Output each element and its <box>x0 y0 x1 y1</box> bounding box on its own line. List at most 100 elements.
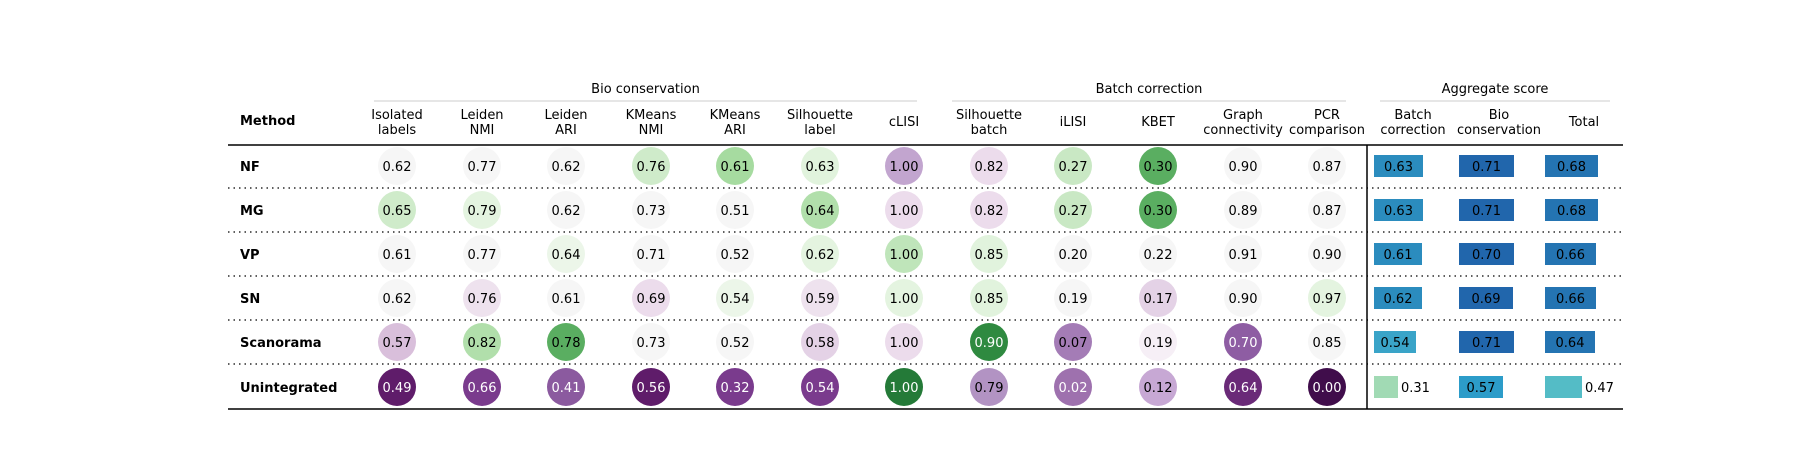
score-circle <box>1139 368 1177 406</box>
score-bar <box>1374 376 1398 398</box>
score-value: 0.76 <box>468 292 497 307</box>
score-circle <box>1224 191 1262 229</box>
score-value: 1.00 <box>890 336 919 351</box>
score-circle <box>378 235 416 273</box>
score-value: 1.00 <box>890 160 919 175</box>
score-circle <box>378 323 416 361</box>
bar-value: 0.71 <box>1472 204 1501 219</box>
score-circle <box>547 235 585 273</box>
score-circle <box>970 323 1008 361</box>
score-value: 0.73 <box>637 204 666 219</box>
score-value: 0.63 <box>806 160 835 175</box>
column-header: Leiden <box>460 108 503 123</box>
score-value: 0.41 <box>552 381 581 396</box>
score-circle <box>378 368 416 406</box>
score-circle <box>632 368 670 406</box>
score-value: 0.27 <box>1059 160 1088 175</box>
score-circle <box>1224 235 1262 273</box>
score-value: 0.58 <box>806 336 835 351</box>
score-bar <box>1545 287 1596 309</box>
score-value: 0.85 <box>975 292 1004 307</box>
score-bar <box>1374 243 1422 265</box>
score-value: 0.87 <box>1313 160 1342 175</box>
method-label: MG <box>240 204 264 219</box>
score-value: 0.97 <box>1313 292 1342 307</box>
score-value: 0.51 <box>721 204 750 219</box>
column-header: Leiden <box>544 108 587 123</box>
score-circle <box>716 147 754 185</box>
score-circle <box>547 191 585 229</box>
score-value: 0.62 <box>383 292 412 307</box>
bar-value: 0.57 <box>1467 381 1496 396</box>
score-circle <box>378 191 416 229</box>
score-value: 0.89 <box>1229 204 1258 219</box>
column-header: labels <box>378 123 416 138</box>
score-value: 0.02 <box>1059 381 1088 396</box>
score-bar <box>1459 287 1513 309</box>
bar-value: 0.68 <box>1557 204 1586 219</box>
column-header: Silhouette <box>956 108 1022 123</box>
score-value: 0.66 <box>468 381 497 396</box>
bar-value: 0.66 <box>1556 292 1585 307</box>
score-circle <box>801 279 839 317</box>
score-circle <box>1054 279 1092 317</box>
score-circle <box>970 368 1008 406</box>
score-value: 0.64 <box>552 248 581 263</box>
score-circle <box>463 323 501 361</box>
score-value: 0.73 <box>637 336 666 351</box>
score-value: 0.62 <box>552 204 581 219</box>
score-value: 1.00 <box>890 292 919 307</box>
score-value: 0.65 <box>383 204 412 219</box>
score-circle <box>378 147 416 185</box>
score-circle <box>970 191 1008 229</box>
score-value: 0.59 <box>806 292 835 307</box>
score-circle <box>463 235 501 273</box>
column-header: batch <box>971 123 1008 138</box>
column-header: KMeans <box>626 108 677 123</box>
score-value: 0.30 <box>1144 160 1173 175</box>
score-circle <box>801 323 839 361</box>
score-circle <box>1139 323 1177 361</box>
score-value: 0.85 <box>975 248 1004 263</box>
score-circle <box>970 147 1008 185</box>
score-circle <box>1054 147 1092 185</box>
score-bar <box>1374 199 1423 221</box>
bar-value: 0.68 <box>1557 160 1586 175</box>
score-circle <box>547 323 585 361</box>
column-header: NMI <box>639 123 664 138</box>
score-circle <box>885 147 923 185</box>
score-circle <box>1224 279 1262 317</box>
bar-value: 0.71 <box>1472 160 1501 175</box>
column-header: KMeans <box>710 108 761 123</box>
score-value: 1.00 <box>890 381 919 396</box>
score-value: 0.12 <box>1144 381 1173 396</box>
score-bar <box>1545 243 1596 265</box>
score-value: 0.20 <box>1059 248 1088 263</box>
bar-value: 0.61 <box>1384 248 1413 263</box>
score-circle <box>801 191 839 229</box>
score-circle <box>632 147 670 185</box>
score-circle <box>970 235 1008 273</box>
bar-value: 0.69 <box>1472 292 1501 307</box>
score-value: 0.64 <box>806 204 835 219</box>
score-value: 0.85 <box>1313 336 1342 351</box>
score-value: 0.61 <box>552 292 581 307</box>
score-circle <box>801 147 839 185</box>
score-circle <box>463 147 501 185</box>
score-circle <box>1054 323 1092 361</box>
score-circle <box>1139 235 1177 273</box>
method-label: Unintegrated <box>240 381 337 396</box>
score-circle <box>1139 147 1177 185</box>
bar-value: 0.71 <box>1472 336 1501 351</box>
score-circle <box>1308 279 1346 317</box>
column-header: iLISI <box>1060 115 1087 130</box>
bar-value: 0.66 <box>1556 248 1585 263</box>
column-header: PCR <box>1314 108 1340 123</box>
score-circle <box>547 279 585 317</box>
score-value: 0.90 <box>1229 292 1258 307</box>
column-header: cLISI <box>889 115 919 130</box>
score-circle <box>378 279 416 317</box>
score-circle <box>632 323 670 361</box>
score-value: 1.00 <box>890 204 919 219</box>
score-circle <box>1308 323 1346 361</box>
